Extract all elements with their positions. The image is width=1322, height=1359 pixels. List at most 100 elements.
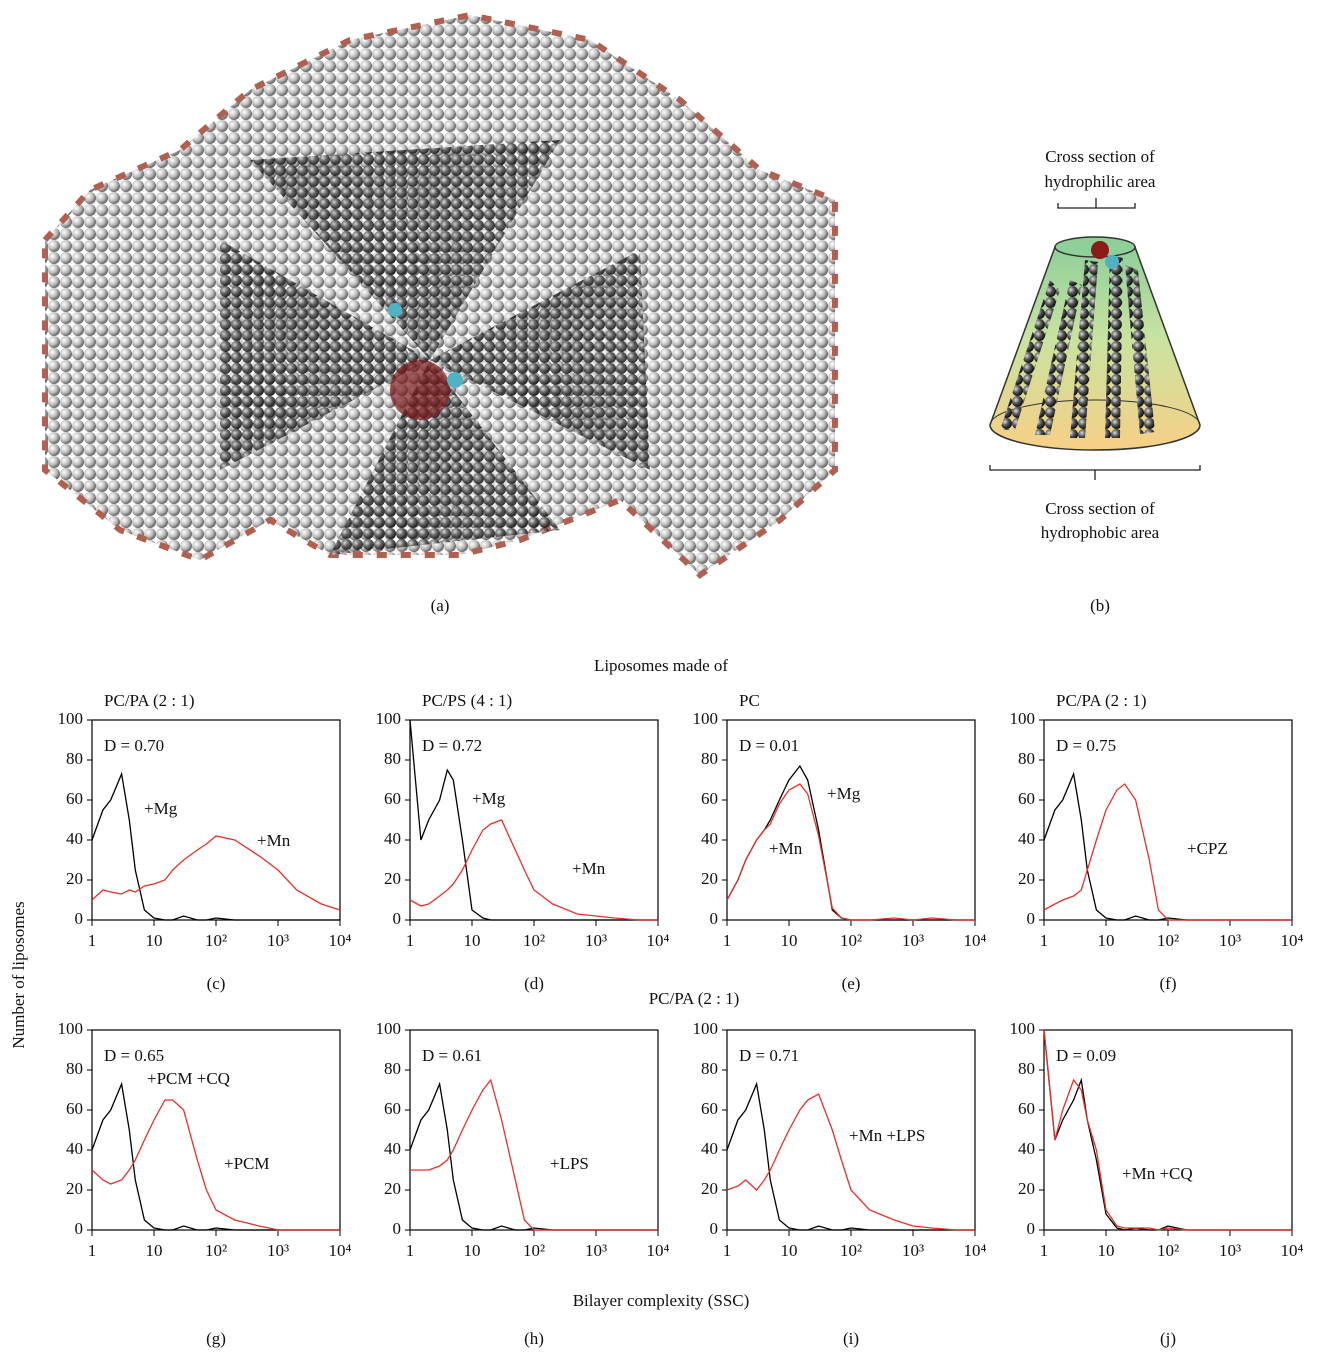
x-tick-label: 10⁴ — [1281, 1241, 1304, 1260]
x-tick-label: 10⁴ — [964, 1241, 987, 1260]
bracket — [990, 465, 1200, 480]
series-line — [727, 1094, 975, 1230]
y-tick-label: 40 — [384, 829, 401, 848]
chart-title: PC/PA (2 : 1) — [104, 691, 195, 710]
x-tick-label: 10 — [146, 1241, 163, 1260]
y-tick-label: 60 — [384, 1099, 401, 1118]
hydrophilic-label: Cross section of — [1045, 147, 1155, 166]
y-tick-label: 20 — [384, 869, 401, 888]
hydrophobic-label: Cross section of — [1045, 499, 1155, 518]
series-line — [1044, 784, 1292, 920]
panel-label: (h) — [524, 1329, 544, 1348]
y-axis-label: Number of liposomes — [9, 901, 28, 1048]
series-label: +Mg — [472, 789, 506, 808]
x-tick-label: 10² — [523, 1241, 545, 1260]
cone-illustration — [990, 198, 1200, 480]
y-tick-label: 80 — [384, 749, 401, 768]
x-tick-label: 10⁴ — [1281, 931, 1304, 950]
panel-label: (d) — [524, 974, 544, 993]
x-tick-label: 10² — [1157, 931, 1179, 950]
page: Cross section of hydrophilic area Cross … — [0, 0, 1322, 1359]
x-tick-label: 1 — [88, 931, 97, 950]
annotation: D = 0.72 — [422, 736, 482, 755]
series-label: +Mn — [257, 831, 291, 850]
y-tick-label: 40 — [66, 829, 83, 848]
y-tick-label: 40 — [384, 1139, 401, 1158]
series-label: +Mg — [827, 784, 861, 803]
panel-label: (g) — [206, 1329, 226, 1348]
annotation: D = 0.70 — [104, 736, 164, 755]
y-tick-label: 20 — [384, 1179, 401, 1198]
hydrophobic-label: hydrophobic area — [1041, 523, 1160, 542]
x-tick-label: 1 — [723, 931, 732, 950]
y-tick-label: 20 — [66, 869, 83, 888]
figure: Cross section of hydrophilic area Cross … — [0, 0, 1322, 1359]
x-tick-label: 1 — [1040, 1241, 1049, 1260]
y-tick-label: 80 — [384, 1059, 401, 1078]
x-tick-label: 10³ — [585, 931, 607, 950]
series-line — [92, 1100, 340, 1230]
series-line — [727, 784, 975, 920]
y-tick-label: 0 — [393, 909, 402, 928]
series-line — [92, 774, 340, 920]
panel-label: (j) — [1160, 1329, 1176, 1348]
y-tick-label: 60 — [66, 789, 83, 808]
x-tick-label: 10² — [840, 931, 862, 950]
y-tick-label: 80 — [66, 1059, 83, 1078]
x-tick-label: 10⁴ — [964, 931, 987, 950]
x-tick-label: 10 — [146, 931, 163, 950]
panel-label: (f) — [1160, 974, 1177, 993]
x-tick-label: 1 — [723, 1241, 732, 1260]
series-line — [727, 1084, 975, 1230]
chart-title: PC/PS (4 : 1) — [422, 691, 512, 710]
x-tick-label: 10 — [781, 931, 798, 950]
y-tick-label: 100 — [58, 1019, 84, 1038]
micelle-illustration — [45, 15, 835, 575]
x-tick-label: 10⁴ — [329, 931, 352, 950]
panel-label: (i) — [843, 1329, 859, 1348]
panel-label: (e) — [842, 974, 861, 993]
x-tick-label: 10³ — [1219, 1241, 1241, 1260]
y-tick-label: 40 — [1018, 1139, 1035, 1158]
panel-label: (b) — [1090, 596, 1110, 615]
y-tick-label: 100 — [376, 1019, 402, 1038]
y-tick-label: 0 — [710, 1219, 719, 1238]
y-tick-label: 100 — [1010, 1019, 1036, 1038]
y-tick-label: 0 — [393, 1219, 402, 1238]
x-tick-label: 10² — [523, 931, 545, 950]
group-title: Liposomes made of — [594, 656, 728, 675]
annotation: D = 0.01 — [739, 736, 799, 755]
y-tick-label: 80 — [66, 749, 83, 768]
x-tick-label: 10 — [781, 1241, 798, 1260]
y-tick-label: 20 — [1018, 869, 1035, 888]
y-tick-label: 80 — [701, 1059, 718, 1078]
chart-title: PC — [739, 691, 760, 710]
panel-label: (a) — [431, 596, 450, 615]
y-tick-label: 40 — [66, 1139, 83, 1158]
atom — [447, 372, 463, 388]
y-tick-label: 80 — [1018, 749, 1035, 768]
y-tick-label: 0 — [1027, 909, 1036, 928]
atom — [1091, 241, 1109, 259]
series-line — [410, 820, 658, 920]
y-tick-label: 0 — [710, 909, 719, 928]
series-label: +CPZ — [1187, 839, 1228, 858]
x-tick-label: 10 — [1098, 1241, 1115, 1260]
y-tick-label: 20 — [701, 1179, 718, 1198]
y-tick-label: 100 — [376, 709, 402, 728]
x-tick-label: 10³ — [585, 1241, 607, 1260]
y-tick-label: 60 — [384, 789, 401, 808]
y-tick-label: 100 — [1010, 709, 1036, 728]
x-tick-label: 10² — [1157, 1241, 1179, 1260]
annotation: D = 0.65 — [104, 1046, 164, 1065]
series-label: +Mg — [144, 799, 178, 818]
panel-label: (c) — [207, 974, 226, 993]
series-label: +LPS — [550, 1154, 589, 1173]
series-line — [92, 1084, 340, 1230]
x-tick-label: 10³ — [267, 1241, 289, 1260]
y-tick-label: 60 — [66, 1099, 83, 1118]
annotation: D = 0.75 — [1056, 736, 1116, 755]
y-tick-label: 40 — [701, 1139, 718, 1158]
annotation: D = 0.61 — [422, 1046, 482, 1065]
y-tick-label: 40 — [701, 829, 718, 848]
